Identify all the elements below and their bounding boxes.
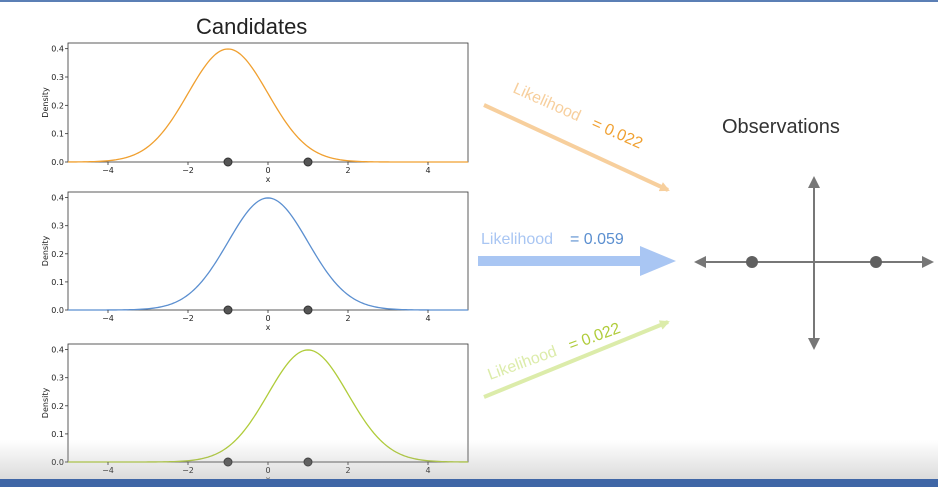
likelihood-text-green: Likelihood = 0.022 <box>486 320 623 384</box>
x-tick-label: −2 <box>182 466 194 475</box>
x-tick-label: −2 <box>182 166 194 175</box>
x-tick-label: 4 <box>425 466 430 475</box>
y-tick-label: 0.3 <box>51 222 64 231</box>
obs-top-arrowhead <box>808 176 820 188</box>
y-tick-label: 0.2 <box>51 402 64 411</box>
likelihood-arrow-blue <box>478 246 676 276</box>
y-tick-label: 0.0 <box>51 306 64 315</box>
y-tick-label: 0.1 <box>51 430 64 439</box>
likelihood-value-green: = 0.022 <box>566 320 622 354</box>
observations-title: Observations <box>722 116 840 138</box>
observation-point <box>303 157 313 167</box>
x-tick-label: 4 <box>425 314 430 323</box>
top-rule <box>0 0 938 2</box>
chart-frame <box>67 191 469 311</box>
likelihood-text-blue: Likelihood = 0.059 <box>481 231 624 248</box>
likelihood-text-orange: Likelihood = 0.022 <box>510 80 645 152</box>
y-tick-label: 0.4 <box>51 346 64 355</box>
x-axis-label: x <box>266 175 271 184</box>
obs-bottom-arrowhead <box>808 338 820 350</box>
likelihood-arrow-orange <box>483 103 670 192</box>
x-tick-label: −2 <box>182 314 194 323</box>
observation-points <box>746 256 882 268</box>
x-tick-label: −4 <box>102 314 114 323</box>
x-axis-label: x <box>266 323 271 332</box>
y-axis-label: Density <box>41 236 50 267</box>
x-tick-label: 4 <box>425 166 430 175</box>
y-axis-label: Density <box>41 87 50 118</box>
observation-point-right <box>746 256 758 268</box>
obs-right-arrowhead <box>922 256 934 268</box>
y-tick-label: 0.3 <box>51 73 64 82</box>
candidate-charts: −4 −2 0 2 4 0.0 0.1 0.2 0.3 0.4 x Density −4 −2 0 2 4 0.0… <box>41 42 469 484</box>
chart-frame <box>67 42 469 163</box>
x-tick-label: 0 <box>265 314 270 323</box>
x-tick-label: 2 <box>345 466 350 475</box>
candidate-chart-1: −4 −2 0 2 4 0.0 0.1 0.2 0.3 0.4 x Density <box>41 191 469 332</box>
likelihood-label-orange: Likelihood <box>510 80 583 125</box>
likelihood-value-orange: = 0.022 <box>589 115 645 152</box>
x-tick-label: 0 <box>265 166 270 175</box>
observation-point <box>223 157 233 167</box>
y-tick-label: 0.4 <box>51 45 64 54</box>
observation-point <box>303 457 313 467</box>
observation-point <box>223 305 233 315</box>
observation-point-right <box>870 256 882 268</box>
x-tick-label: −4 <box>102 166 114 175</box>
observation-point <box>223 457 233 467</box>
likelihood-label-green: Likelihood <box>486 343 560 384</box>
density-curve <box>68 197 468 311</box>
density-curve <box>68 349 469 463</box>
likelihood-value-blue: = 0.059 <box>570 231 624 248</box>
likelihood-arrow-green <box>483 320 670 399</box>
y-tick-label: 0.4 <box>51 194 64 203</box>
y-tick-label: 0.2 <box>51 250 64 259</box>
y-tick-label: 0.0 <box>51 458 64 467</box>
obs-left-arrowhead <box>694 256 706 268</box>
x-tick-label: 0 <box>265 466 270 475</box>
y-tick-label: 0.0 <box>51 158 64 167</box>
y-axis-label: Density <box>41 388 50 419</box>
density-curve <box>67 48 468 163</box>
y-tick-label: 0.1 <box>51 130 64 139</box>
x-tick-label: 2 <box>345 314 350 323</box>
x-tick-label: −4 <box>102 466 114 475</box>
y-tick-label: 0.3 <box>51 374 64 383</box>
likelihood-label-blue: Likelihood <box>481 231 553 248</box>
bottom-shade <box>0 440 938 480</box>
y-tick-label: 0.2 <box>51 101 64 110</box>
x-tick-label: 2 <box>345 166 350 175</box>
bottom-bar <box>0 479 938 487</box>
observations-axes <box>694 176 934 350</box>
observation-point <box>303 305 313 315</box>
y-tick-label: 0.1 <box>51 278 64 287</box>
candidate-chart-0: −4 −2 0 2 4 0.0 0.1 0.2 0.3 0.4 x Density <box>41 42 469 184</box>
candidates-title: Candidates <box>196 14 308 39</box>
